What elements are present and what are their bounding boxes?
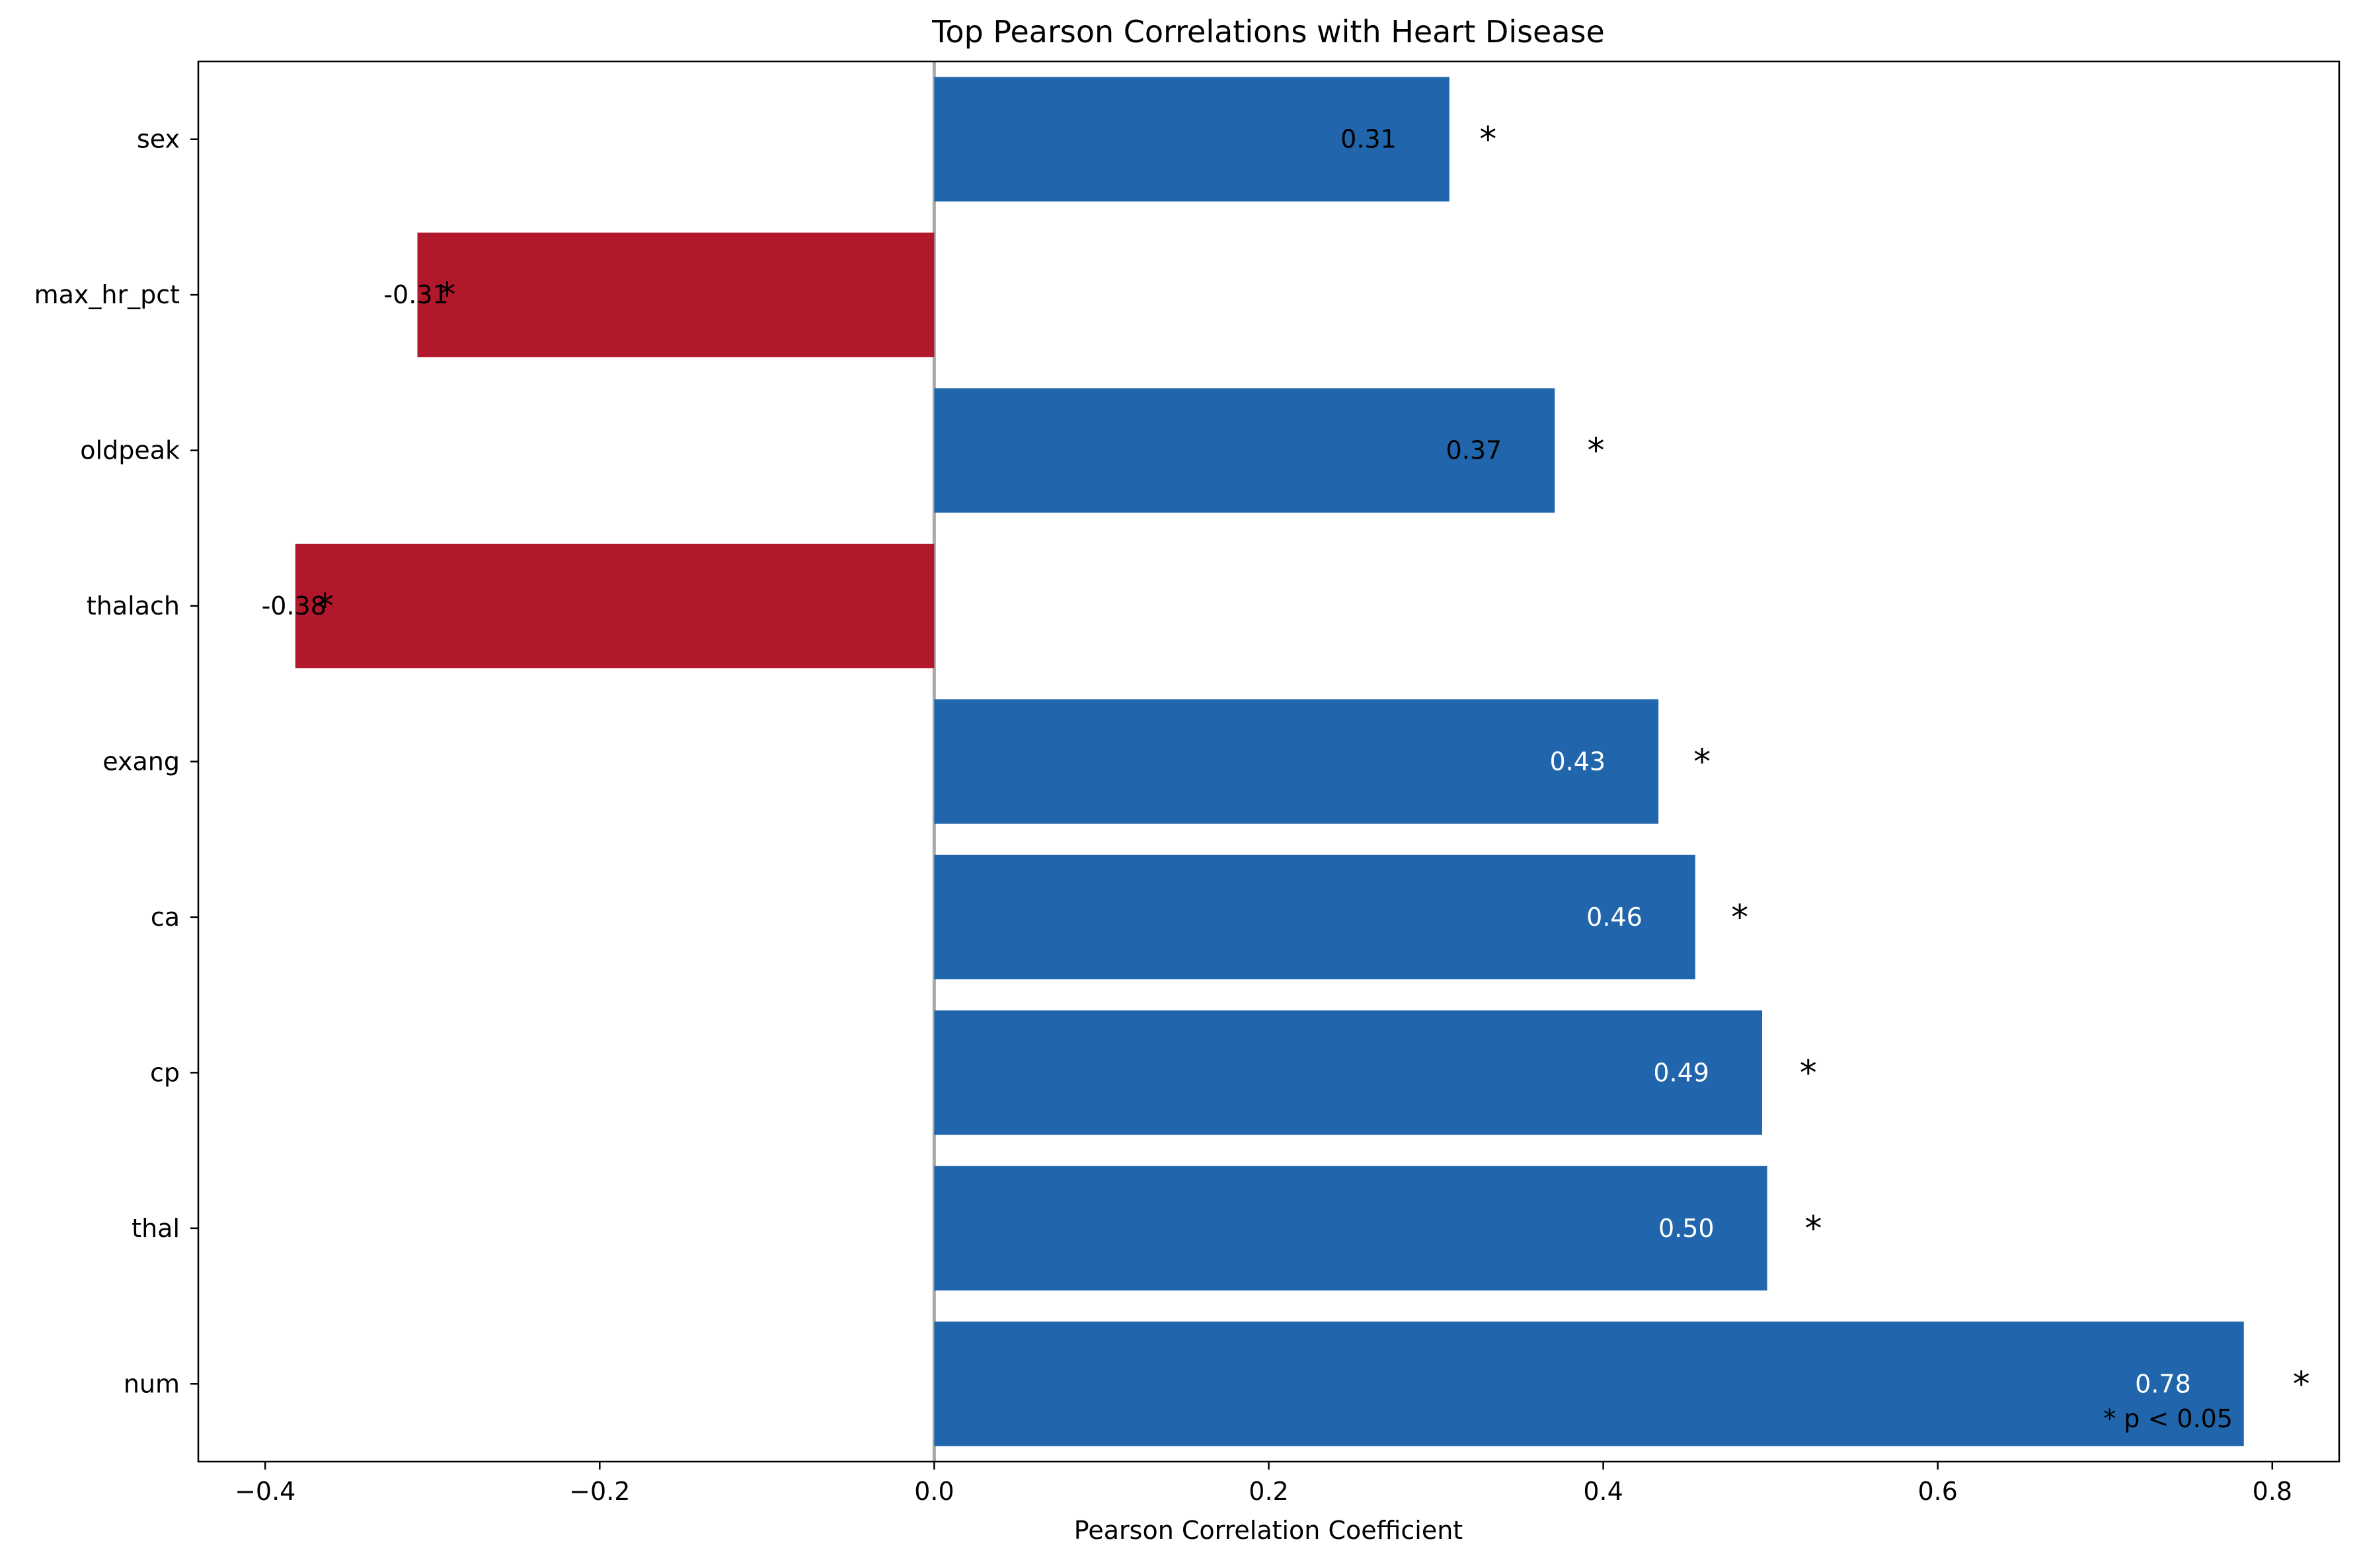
y-tick-label-max_hr_pct: max_hr_pct	[34, 280, 180, 309]
y-tick-label-num: num	[124, 1369, 180, 1398]
y-tick-label-thalach: thalach	[87, 591, 180, 620]
y-tick-label-ca: ca	[151, 903, 180, 932]
bar-num	[934, 1322, 2244, 1446]
x-tick-label-6: 0.8	[2253, 1477, 2292, 1506]
value-label-sex: 0.31	[1340, 125, 1397, 154]
labels-layer: 0.31 *-0.31*0.37 *-0.38*0.43 *0.46 *0.49 *0.5…	[262, 120, 2310, 1405]
significance-marker-cp: *	[1800, 1053, 1817, 1093]
chart-title: Top Pearson Correlations with Heart Dise…	[931, 14, 1605, 50]
value-label-num: 0.78	[2135, 1369, 2191, 1398]
x-tick-label-4: 0.4	[1583, 1477, 1623, 1506]
significance-marker-oldpeak: *	[1587, 431, 1604, 471]
bar-exang	[934, 699, 1659, 824]
x-tick-label-0: −0.4	[235, 1477, 295, 1506]
value-label-thalach: -0.38	[262, 591, 327, 620]
value-label-max_hr_pct: -0.31	[383, 280, 448, 309]
x-tick-label-3: 0.2	[1249, 1477, 1288, 1506]
plot-frame	[197, 60, 2340, 1463]
bars-layer	[295, 61, 2244, 1462]
value-label-thal: 0.50	[1658, 1214, 1715, 1243]
significance-marker-thalach: *	[317, 587, 334, 626]
value-label-cp: 0.49	[1653, 1058, 1709, 1087]
bar-thalach	[295, 543, 935, 669]
significance-marker-ca: *	[1731, 898, 1748, 938]
bar-ca	[934, 854, 1695, 980]
significance-marker-max_hr_pct: *	[438, 276, 455, 315]
y-tick-label-cp: cp	[150, 1058, 180, 1087]
y-tick-label-sex: sex	[137, 125, 180, 154]
significance-footnote: * p < 0.05	[2103, 1404, 2233, 1433]
y-tick-label-exang: exang	[102, 747, 180, 776]
x-tick-label-2: 0.0	[914, 1477, 954, 1506]
significance-marker-exang: *	[1693, 743, 1711, 782]
bar-thal	[934, 1166, 1767, 1291]
value-label-ca: 0.46	[1586, 903, 1643, 932]
value-label-oldpeak: 0.37	[1446, 436, 1502, 465]
x-tick-label-5: 0.6	[1917, 1477, 1957, 1506]
y-tick-label-thal: thal	[132, 1214, 180, 1243]
x-tick-label-1: −0.2	[569, 1477, 630, 1506]
bar-sex	[934, 77, 1450, 202]
x-axis-label: Pearson Correlation Coefficient	[1074, 1516, 1463, 1545]
significance-marker-sex: *	[1479, 120, 1496, 160]
significance-marker-num: *	[2293, 1364, 2310, 1404]
significance-marker-thal: *	[1804, 1209, 1822, 1249]
value-label-exang: 0.43	[1549, 747, 1605, 776]
y-tick-label-oldpeak: oldpeak	[80, 436, 180, 465]
bar-oldpeak	[934, 388, 1555, 513]
bar-max_hr_pct	[417, 232, 935, 357]
bar-cp	[934, 1010, 1762, 1135]
